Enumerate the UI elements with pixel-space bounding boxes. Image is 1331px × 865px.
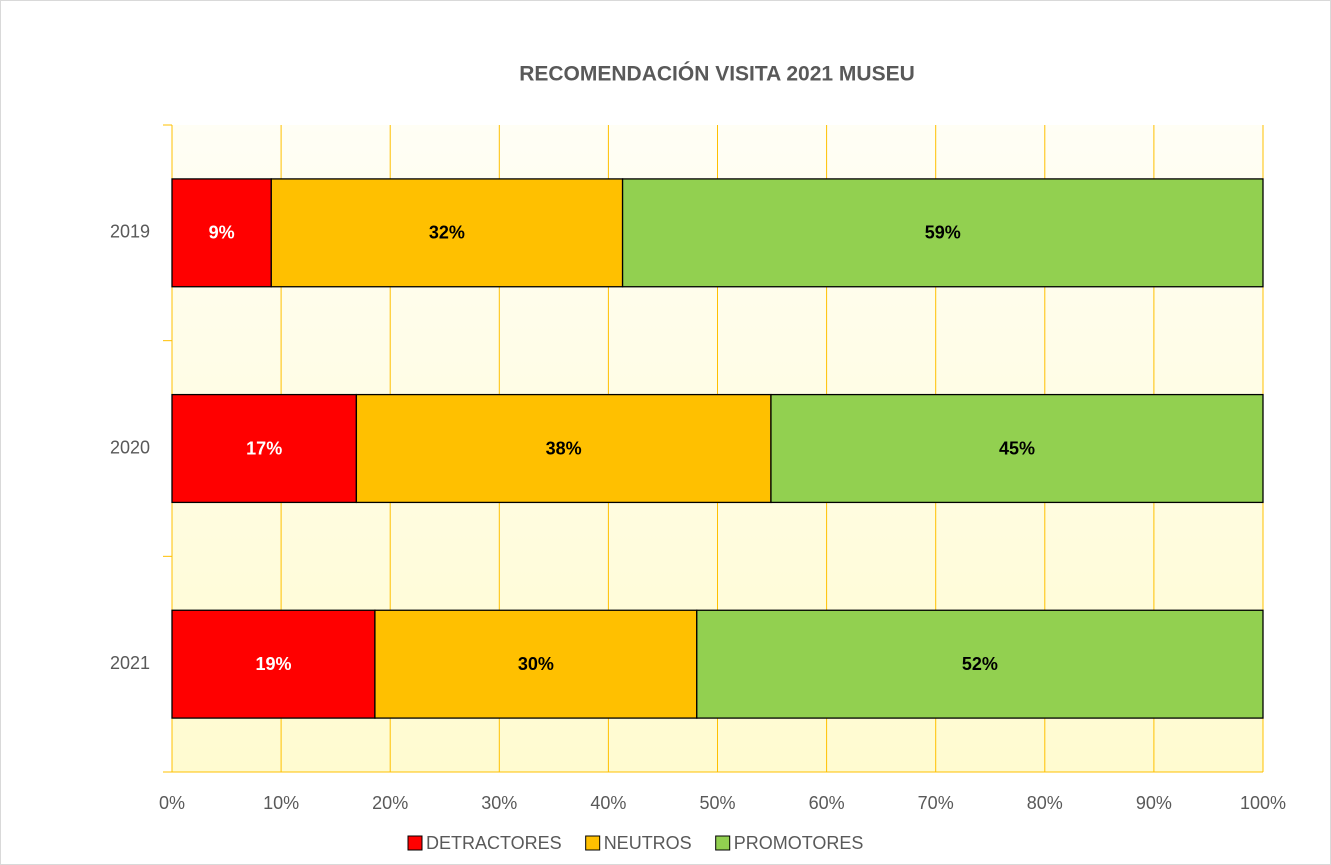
y-tick-label: 2020 [110,437,150,457]
x-tick-label: 70% [918,793,954,813]
y-tick-label: 2019 [110,222,150,242]
legend-label: DETRACTORES [426,833,562,853]
bar-segment [171,609,376,719]
x-tick-label: 80% [1027,793,1063,813]
bar-label: 30% [518,654,554,674]
x-tick-label: 0% [159,793,185,813]
bar-label: 45% [999,438,1035,458]
legend-label: PROMOTORES [734,833,864,853]
bar-segment [621,178,1264,288]
bar-segment [171,393,358,504]
bar-segment [770,393,1264,504]
x-tick-label: 50% [699,793,735,813]
bar-segment [355,393,772,504]
legend-swatch [407,835,423,851]
legend-swatch [715,835,731,851]
bar-segment [171,178,272,288]
bar-label: 52% [962,654,998,674]
legend-swatch [585,835,601,851]
y-tick-label: 2021 [110,653,150,673]
bar-segment [696,609,1264,719]
bar-label: 59% [925,223,961,243]
x-tick-label: 100% [1240,793,1286,813]
x-tick-label: 40% [590,793,626,813]
x-tick-label: 30% [481,793,517,813]
bar-label: 9% [209,223,235,243]
legend-label: NEUTROS [604,833,692,853]
x-tick-label: 10% [263,793,299,813]
bar-label: 38% [546,438,582,458]
bar-label: 32% [429,223,465,243]
x-tick-label: 20% [372,793,408,813]
bar-segment [374,609,698,719]
bar-label: 17% [246,438,282,458]
x-tick-label: 60% [809,793,845,813]
bar-label: 19% [255,654,291,674]
x-tick-label: 90% [1136,793,1172,813]
chart-title: RECOMENDACIÓN VISITA 2021 MUSEU [519,62,915,86]
bar-segment [270,178,624,288]
